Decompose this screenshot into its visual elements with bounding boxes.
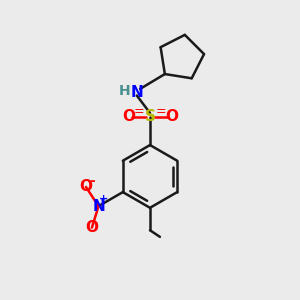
Text: -: - [90,174,95,188]
Text: +: + [99,194,108,204]
Text: O: O [85,220,98,235]
Text: O: O [165,110,178,124]
Text: H: H [118,84,130,98]
Text: N: N [130,85,143,100]
Text: O: O [122,110,135,124]
Text: =: = [155,105,166,118]
Text: N: N [92,199,105,214]
Text: =: = [134,105,145,118]
Text: O: O [80,179,92,194]
Text: S: S [145,110,155,124]
